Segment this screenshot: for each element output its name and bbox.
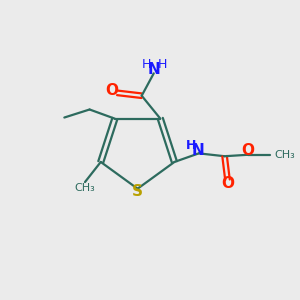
Text: N: N <box>148 62 161 77</box>
Text: O: O <box>106 83 119 98</box>
Text: O: O <box>242 143 255 158</box>
Text: CH₃: CH₃ <box>274 150 295 160</box>
Text: O: O <box>221 176 234 191</box>
Text: H: H <box>142 58 151 71</box>
Text: H: H <box>186 139 196 152</box>
Text: S: S <box>132 184 143 199</box>
Text: CH₃: CH₃ <box>75 183 95 194</box>
Text: H: H <box>158 58 167 71</box>
Text: N: N <box>191 143 204 158</box>
